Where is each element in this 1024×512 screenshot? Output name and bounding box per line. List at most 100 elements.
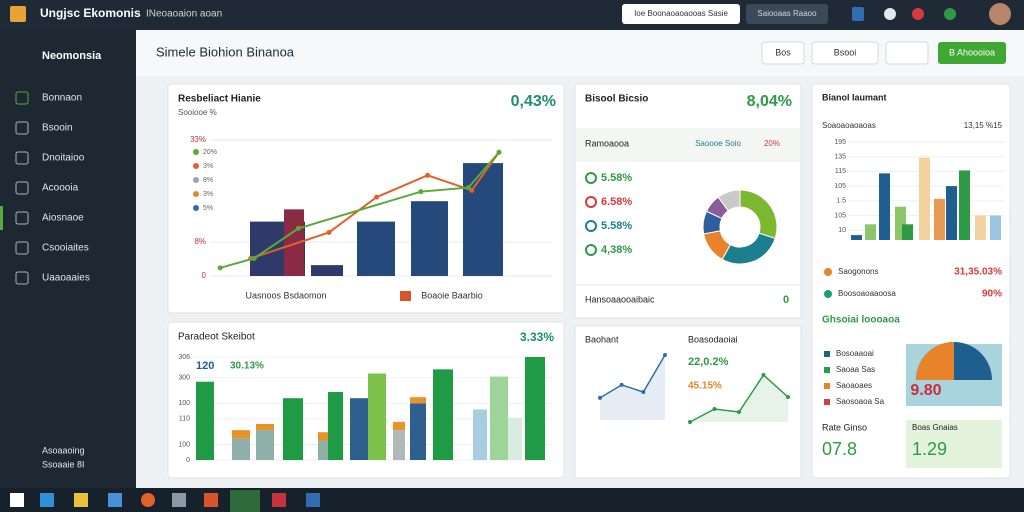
list-item: Saosoaoa Sa — [836, 397, 885, 406]
row-icon — [585, 220, 597, 232]
footer-label: Hansoaaooaibaic — [585, 294, 655, 304]
bar — [895, 206, 906, 240]
line-point — [418, 189, 424, 195]
control-label: B Ahoooioa — [949, 47, 995, 57]
bar — [410, 403, 426, 460]
panel-title: Bisool Bicsio — [585, 94, 648, 105]
donut-segment — [717, 189, 741, 212]
line-point — [688, 420, 692, 424]
top-button[interactable] — [746, 4, 828, 24]
y-tick-label: 300 — [178, 374, 190, 381]
avatar[interactable] — [989, 3, 1011, 25]
stat-value: 1.29 — [912, 439, 947, 459]
bar-cap — [410, 397, 426, 404]
bar — [411, 201, 448, 276]
button-label: Saiooaas Raaoo — [757, 9, 817, 18]
bar — [525, 357, 545, 460]
row-value: 31,35.03% — [954, 267, 1002, 278]
top-icon[interactable] — [912, 8, 924, 20]
taskbar-icon[interactable] — [172, 493, 186, 507]
line-point — [598, 395, 602, 400]
nav-icon — [15, 121, 29, 135]
bar — [919, 157, 930, 240]
top-icon[interactable] — [884, 8, 896, 20]
kpi: 3.33% — [520, 330, 554, 344]
control[interactable] — [811, 41, 879, 65]
list-swatch — [824, 351, 830, 357]
row-value: 5.58% — [601, 172, 632, 184]
panel-title: Boasodaoiai — [688, 334, 738, 344]
list-item: Saoaoaes — [836, 381, 872, 390]
nav-icon — [15, 151, 29, 165]
line-point — [712, 407, 717, 411]
bar-cap — [256, 423, 274, 431]
line-point — [786, 395, 790, 399]
taskbar-icon[interactable] — [306, 493, 320, 507]
bar — [350, 398, 368, 460]
stat-label: Rate Ginso — [822, 422, 867, 432]
legend-label: 20% — [203, 149, 217, 156]
nav-icon — [15, 181, 29, 195]
row-icon — [824, 268, 832, 276]
nav-icon — [15, 241, 29, 255]
taskbar-icon[interactable] — [204, 493, 218, 507]
legend-swatch — [400, 291, 411, 301]
control[interactable] — [761, 41, 805, 65]
line-point — [295, 225, 301, 231]
bar — [393, 430, 405, 460]
legend-dot — [193, 163, 199, 169]
y-tick-label: 306 — [178, 354, 190, 361]
taskbar — [0, 488, 1024, 512]
active-indicator — [0, 206, 3, 230]
line-series — [599, 354, 666, 399]
bar — [946, 186, 957, 240]
y-tick-label: 105 — [834, 183, 846, 190]
panel — [167, 83, 565, 314]
panel-subtitle: Soaoaoaoaoas — [822, 121, 876, 130]
taskbar-icon[interactable] — [141, 493, 155, 507]
nav-item: Bonnaon — [42, 93, 82, 104]
taskbar-icon[interactable] — [40, 493, 54, 507]
bar — [473, 409, 487, 460]
panel-title: Paradeot Skeibot — [178, 332, 255, 343]
panel — [574, 325, 802, 479]
primary-button[interactable] — [938, 42, 1006, 64]
y-tick-label: 115 — [835, 168, 846, 175]
list-item: Bosoaaoai — [836, 349, 874, 358]
taskbar-icon[interactable] — [10, 493, 24, 507]
taskbar-icon[interactable] — [230, 490, 260, 512]
y-tick-label: 0 — [202, 271, 207, 280]
top-icon[interactable] — [852, 7, 864, 21]
top-icon[interactable] — [944, 8, 956, 20]
nav-icon — [15, 271, 29, 285]
search-control[interactable] — [885, 41, 929, 65]
row-value: 4,38% — [601, 244, 632, 256]
brand: Neomonsia — [42, 50, 102, 62]
line-point — [374, 194, 380, 200]
bar — [463, 163, 503, 276]
taskbar-icon[interactable] — [108, 493, 122, 507]
taskbar-icon[interactable] — [74, 493, 88, 507]
search-text: Ioe Boonaoaoaooas Sasie — [634, 9, 728, 18]
y-tick-label: 110 — [179, 416, 190, 423]
line-point — [465, 185, 471, 191]
bar — [490, 376, 508, 460]
line-point — [251, 255, 257, 261]
bar — [357, 221, 395, 276]
panel-value: 13,15 %15 — [964, 121, 1003, 130]
bar-cap — [232, 430, 250, 439]
taskbar-icon[interactable] — [272, 493, 286, 507]
search-box[interactable] — [622, 4, 740, 24]
row-label: Saogonons — [838, 267, 878, 276]
column-value: 20% — [764, 139, 780, 148]
line-point — [663, 353, 667, 357]
bar — [902, 224, 913, 240]
count-percent: 30.13% — [230, 361, 264, 372]
bar — [865, 224, 876, 240]
nav-item: Csooiaites — [42, 243, 89, 254]
panel-title: Resbeliact Hianie — [178, 94, 261, 105]
y-tick-label: 105 — [834, 212, 846, 219]
y-tick-label: 1.5 — [836, 198, 846, 205]
gauge — [916, 342, 954, 380]
bar — [283, 398, 303, 460]
